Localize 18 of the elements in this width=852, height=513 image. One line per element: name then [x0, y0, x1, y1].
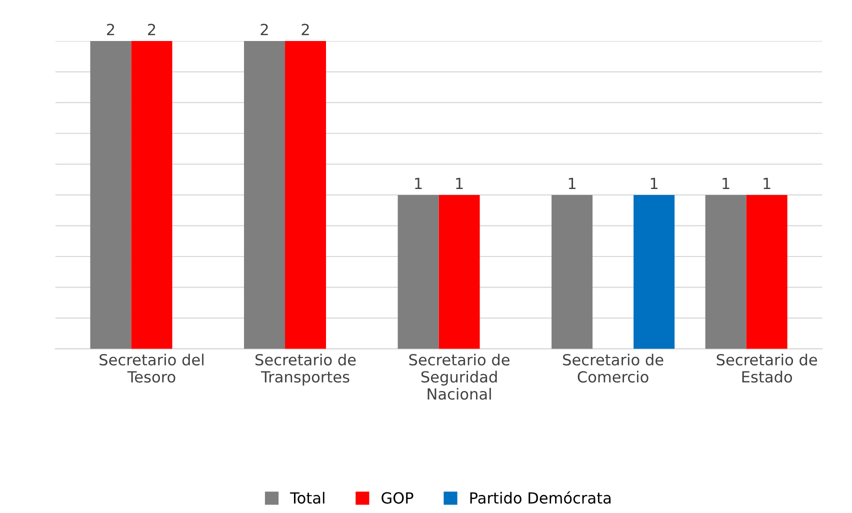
data-label: 2: [302, 24, 309, 36]
x-tick-label: Secretario de Transportes: [256, 354, 356, 386]
data-label: 1: [568, 178, 576, 189]
legend-label: Partido Demócrata: [470, 491, 611, 504]
data-label: 2: [148, 24, 156, 36]
data-label: 1: [764, 178, 770, 189]
data-label: 1: [456, 178, 463, 189]
data-label: 1: [722, 178, 730, 189]
data-label: 2: [260, 24, 268, 36]
legend-label: Total: [290, 492, 324, 504]
data-label: 2: [106, 24, 114, 36]
legend-label: GOP: [382, 492, 414, 504]
x-tick-label: Secretario de Seguridad Nacional: [409, 354, 510, 400]
data-label: 1: [415, 178, 422, 189]
x-tick-label: Secretario de Comercio: [563, 354, 664, 383]
x-tick-label: Secretario de Estado: [716, 354, 818, 383]
data-label: 1: [650, 178, 658, 189]
x-tick-label: Secretario del Tesoro: [100, 354, 204, 383]
